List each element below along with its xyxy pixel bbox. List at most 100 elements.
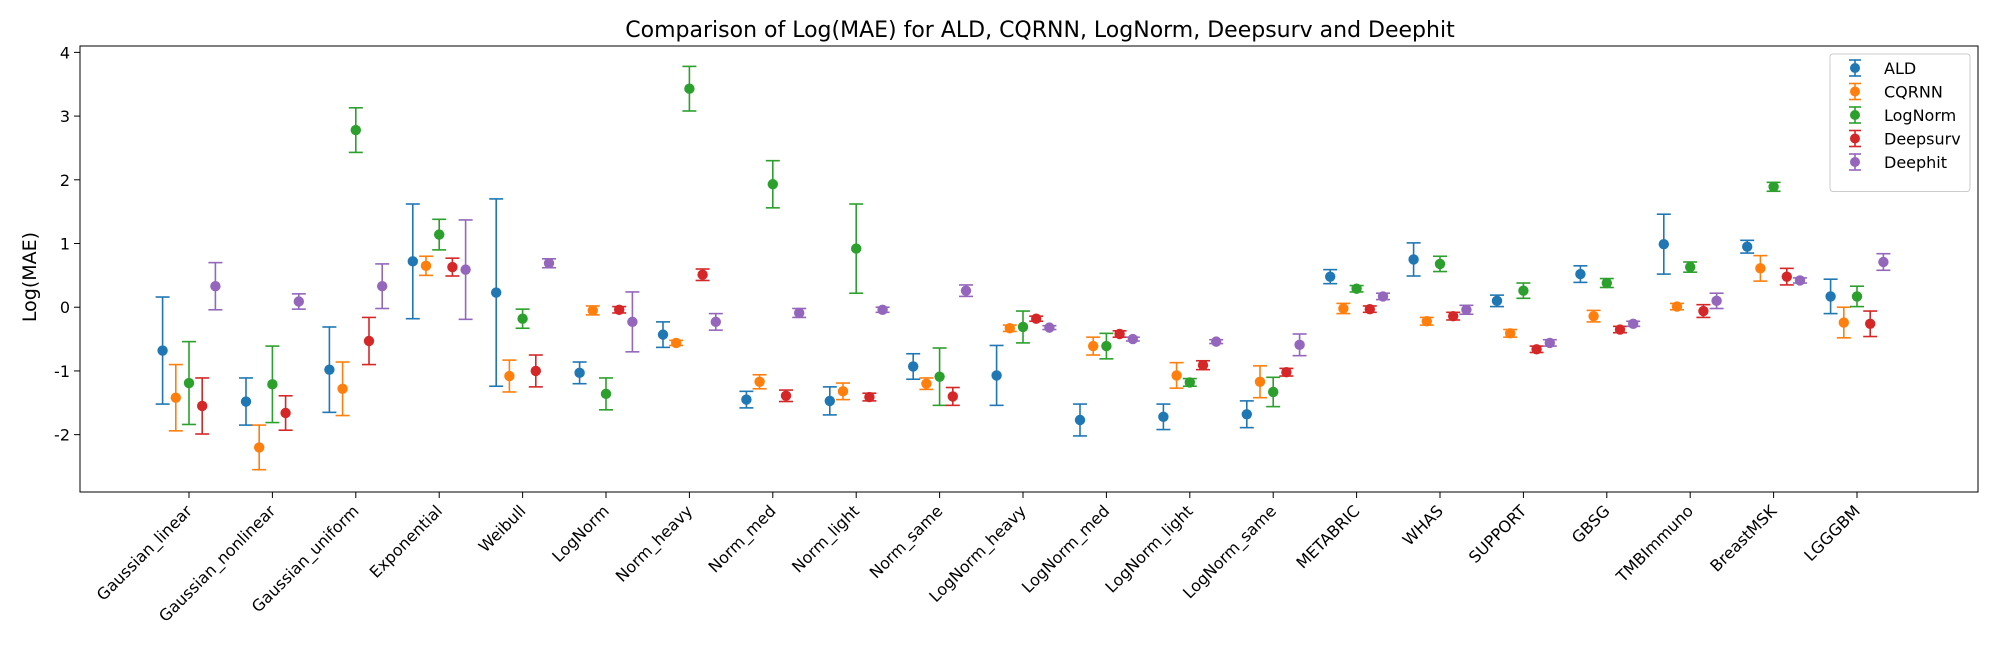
data-point: [657, 329, 669, 340]
data-point: [767, 179, 778, 190]
data-point: [864, 391, 875, 403]
data-point: [447, 261, 458, 273]
data-point: [1575, 268, 1586, 280]
data-point: [543, 258, 555, 269]
data-point: [1768, 181, 1779, 193]
data-point: [587, 305, 598, 316]
data-point: [337, 383, 348, 394]
data-point: [407, 256, 418, 267]
data-point: [1364, 303, 1376, 315]
legend-label: ALD: [1884, 59, 1916, 78]
data-point: [1268, 386, 1279, 398]
data-point: [1742, 241, 1753, 252]
data-point: [780, 390, 792, 401]
data-point: [1851, 291, 1863, 302]
data-point: [1158, 411, 1169, 423]
plot-frame: [79, 45, 1979, 493]
data-point: [947, 391, 958, 402]
y-tick-label: -2: [54, 426, 70, 445]
legend-marker: [1850, 157, 1860, 167]
data-point: [280, 407, 291, 419]
data-point: [908, 361, 919, 372]
data-point: [293, 296, 304, 307]
data-point: [1088, 340, 1099, 352]
data-point: [240, 396, 252, 407]
data-point: [1711, 295, 1722, 307]
legend-label: LogNorm: [1884, 106, 1956, 125]
data-point: [1461, 304, 1472, 315]
data-point: [491, 287, 502, 298]
data-point: [254, 442, 265, 453]
y-tick-label: -1: [54, 362, 70, 381]
data-point: [1171, 370, 1182, 381]
data-point: [324, 364, 335, 375]
data-point: [754, 376, 765, 387]
data-point: [1518, 285, 1529, 296]
y-tick-label: 0: [60, 298, 70, 317]
legend-marker: [1850, 63, 1860, 73]
data-point: [574, 367, 585, 379]
data-point: [794, 307, 805, 319]
data-point: [710, 316, 721, 328]
data-point: [1101, 340, 1112, 352]
data-point: [267, 379, 278, 390]
legend-marker: [1850, 110, 1860, 120]
data-point: [210, 281, 221, 292]
y-tick-label: 4: [60, 43, 70, 62]
data-point: [1531, 344, 1542, 355]
data-point: [627, 316, 638, 328]
data-point: [1377, 291, 1389, 302]
data-point: [1865, 318, 1876, 329]
data-point: [1614, 324, 1626, 335]
data-point: [960, 285, 972, 296]
data-point: [1031, 313, 1042, 324]
data-point: [420, 260, 432, 272]
legend-marker: [1850, 133, 1860, 144]
data-point: [614, 304, 625, 315]
y-tick-label: 2: [60, 171, 70, 190]
data-point: [1211, 336, 1222, 347]
data-point: [1794, 275, 1806, 286]
data-point: [1184, 377, 1196, 388]
data-point: [1698, 305, 1709, 317]
legend-label: Deepsurv: [1884, 130, 1961, 149]
data-point: [991, 370, 1002, 381]
y-tick-label: 3: [60, 107, 70, 126]
legend: ALD CQRNN LogNorm Deepsurv Deephit: [1829, 53, 1971, 192]
data-point: [170, 392, 181, 403]
data-point: [517, 313, 528, 324]
data-point: [684, 83, 695, 94]
data-point: [1074, 414, 1086, 426]
data-point: [1544, 337, 1556, 349]
data-point: [1685, 261, 1696, 273]
data-point: [350, 124, 361, 136]
data-point: [1628, 318, 1639, 329]
legend-label: Deephit: [1884, 153, 1947, 172]
data-point: [1408, 254, 1419, 265]
chart-title: Comparison of Log(MAE) for ALD, CQRNN, L…: [625, 18, 1455, 43]
data-point: [1294, 339, 1305, 351]
data-point: [1044, 322, 1055, 333]
data-point: [377, 281, 388, 292]
data-point: [157, 345, 168, 356]
data-point: [1004, 323, 1015, 334]
data-point: [697, 269, 708, 280]
data-point: [1588, 310, 1599, 322]
data-point: [434, 229, 445, 240]
legend-box: [1829, 53, 1971, 192]
data-point: [741, 394, 752, 405]
y-axis-label: Log(MAE): [19, 232, 41, 322]
data-point: [460, 264, 471, 275]
data-point: [600, 388, 612, 400]
data-point: [1241, 409, 1253, 420]
data-point: [877, 304, 888, 315]
data-point: [1491, 295, 1503, 307]
data-point: [1838, 317, 1850, 328]
data-point: [363, 335, 375, 347]
data-point: [1127, 333, 1139, 345]
data-point: [1197, 360, 1209, 371]
data-point: [824, 395, 835, 407]
data-point: [1755, 263, 1766, 274]
